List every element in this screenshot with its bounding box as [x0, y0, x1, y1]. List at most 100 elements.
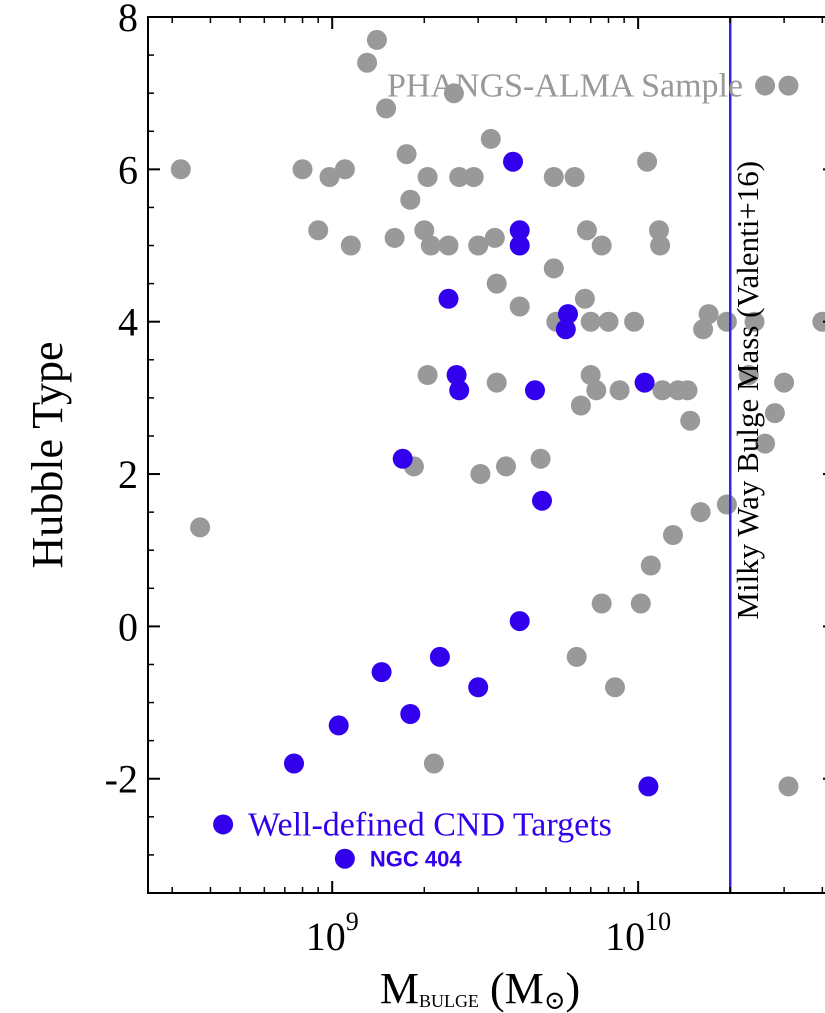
- cnd-point: [446, 365, 467, 385]
- cnd-point: [525, 380, 545, 401]
- phangs-point: [570, 395, 591, 416]
- phangs-point: [384, 227, 405, 248]
- y-tick-label: 0: [118, 604, 138, 649]
- y-tick-label: 2: [118, 452, 138, 497]
- cnd-point: [634, 372, 655, 393]
- x-axis-label-unit-sub: ⊙: [544, 986, 566, 1013]
- phangs-point: [738, 365, 759, 385]
- phangs-point: [637, 151, 658, 172]
- y-tick-label: 4: [118, 300, 138, 345]
- legend-label-phangs: PHANGS-ALMA Sample: [387, 68, 743, 105]
- phangs-point: [591, 593, 612, 614]
- phangs-point: [663, 525, 683, 545]
- cnd-point: [509, 220, 530, 241]
- phangs-point: [566, 646, 587, 667]
- phangs-point: [443, 83, 464, 104]
- phangs-point: [468, 235, 489, 256]
- phangs-point: [716, 311, 737, 332]
- cnd-point: [468, 677, 489, 698]
- x-axis-label: MBULGE (M⊙): [380, 964, 580, 1013]
- phangs-point: [812, 311, 825, 332]
- phangs-point: [308, 220, 329, 241]
- phangs-point: [716, 494, 737, 515]
- phangs-point: [543, 258, 564, 279]
- legend-marker-ngc404: [334, 848, 355, 869]
- phangs-point: [652, 380, 673, 401]
- plot-frame: [147, 16, 825, 894]
- axis-ticks: -2 0 2 4 6 8 109 1010: [105, 0, 825, 959]
- phangs-point: [778, 776, 799, 797]
- x-tick-label: 109: [306, 907, 359, 959]
- phangs-point: [509, 296, 530, 317]
- x-axis-label-main: M: [380, 964, 419, 1013]
- phangs-point: [470, 464, 491, 484]
- phangs-point: [543, 167, 564, 187]
- phangs-point: [486, 372, 507, 393]
- phangs-point: [774, 372, 795, 393]
- phangs-point: [484, 227, 505, 248]
- phangs-point: [190, 517, 211, 538]
- cnd-point: [532, 490, 552, 511]
- phangs-point: [423, 753, 444, 774]
- cnd-point: [509, 235, 530, 256]
- x-axis-label-unit: (M: [479, 964, 544, 1013]
- phangs-point: [480, 128, 501, 149]
- data-points: [170, 29, 825, 797]
- phangs-point: [744, 311, 765, 332]
- phangs-point: [680, 410, 701, 431]
- cnd-point: [558, 304, 578, 325]
- milky-way-bulge-mass-label: Milky Way Bulge Mass (Valenti+16): [730, 161, 765, 620]
- y-tick-label: -2: [105, 757, 138, 802]
- phangs-point: [640, 555, 661, 576]
- phangs-point: [400, 189, 421, 210]
- phangs-point: [755, 433, 776, 454]
- y-axis-label: Hubble Type: [23, 341, 72, 568]
- legend-marker-phangs: [755, 75, 776, 96]
- legend-label-cnd: Well-defined CND Targets: [248, 806, 612, 843]
- cnd-point: [449, 380, 470, 401]
- phangs-point: [292, 159, 313, 180]
- phangs-point: [580, 311, 601, 332]
- cnd-point: [438, 288, 459, 309]
- cnd-point: [555, 319, 576, 340]
- phangs-point: [677, 380, 698, 401]
- phangs-point: [574, 288, 595, 309]
- cnd-point: [392, 448, 413, 469]
- phangs-point: [340, 235, 361, 256]
- x-axis-label-sub: BULGE: [419, 991, 479, 1011]
- cnd-point: [429, 646, 450, 667]
- legend-label-ngc404: NGC 404: [370, 847, 462, 872]
- phangs-point: [609, 380, 630, 401]
- phangs-point: [693, 319, 714, 340]
- phangs-point: [496, 456, 516, 477]
- phangs-point: [649, 220, 669, 241]
- cnd-point: [284, 753, 304, 774]
- phangs-point: [420, 235, 441, 256]
- phangs-point: [486, 273, 507, 294]
- cnd-point: [503, 151, 523, 172]
- phangs-point: [357, 52, 378, 73]
- phangs-point: [334, 159, 355, 180]
- phangs-point: [580, 365, 601, 385]
- phangs-point: [764, 403, 785, 424]
- phangs-point: [530, 448, 551, 469]
- phangs-point: [698, 304, 719, 325]
- phangs-point: [564, 167, 585, 187]
- phangs-point: [319, 167, 340, 187]
- phangs-point: [417, 365, 438, 385]
- phangs-point: [376, 98, 397, 119]
- phangs-point: [414, 220, 435, 241]
- phangs-point: [463, 167, 484, 187]
- legend: PHANGS-ALMA Sample Well-defined CND Targe…: [213, 68, 776, 872]
- phangs-point: [598, 311, 619, 332]
- phangs-point: [438, 235, 459, 256]
- phangs-point: [630, 593, 651, 614]
- legend-marker-cnd: [213, 814, 234, 835]
- cnd-point: [371, 662, 392, 683]
- cnd-point: [509, 611, 530, 632]
- phangs-point: [778, 75, 799, 96]
- phangs-point: [170, 159, 191, 180]
- y-tick-label: 8: [118, 0, 138, 40]
- phangs-point: [396, 144, 417, 165]
